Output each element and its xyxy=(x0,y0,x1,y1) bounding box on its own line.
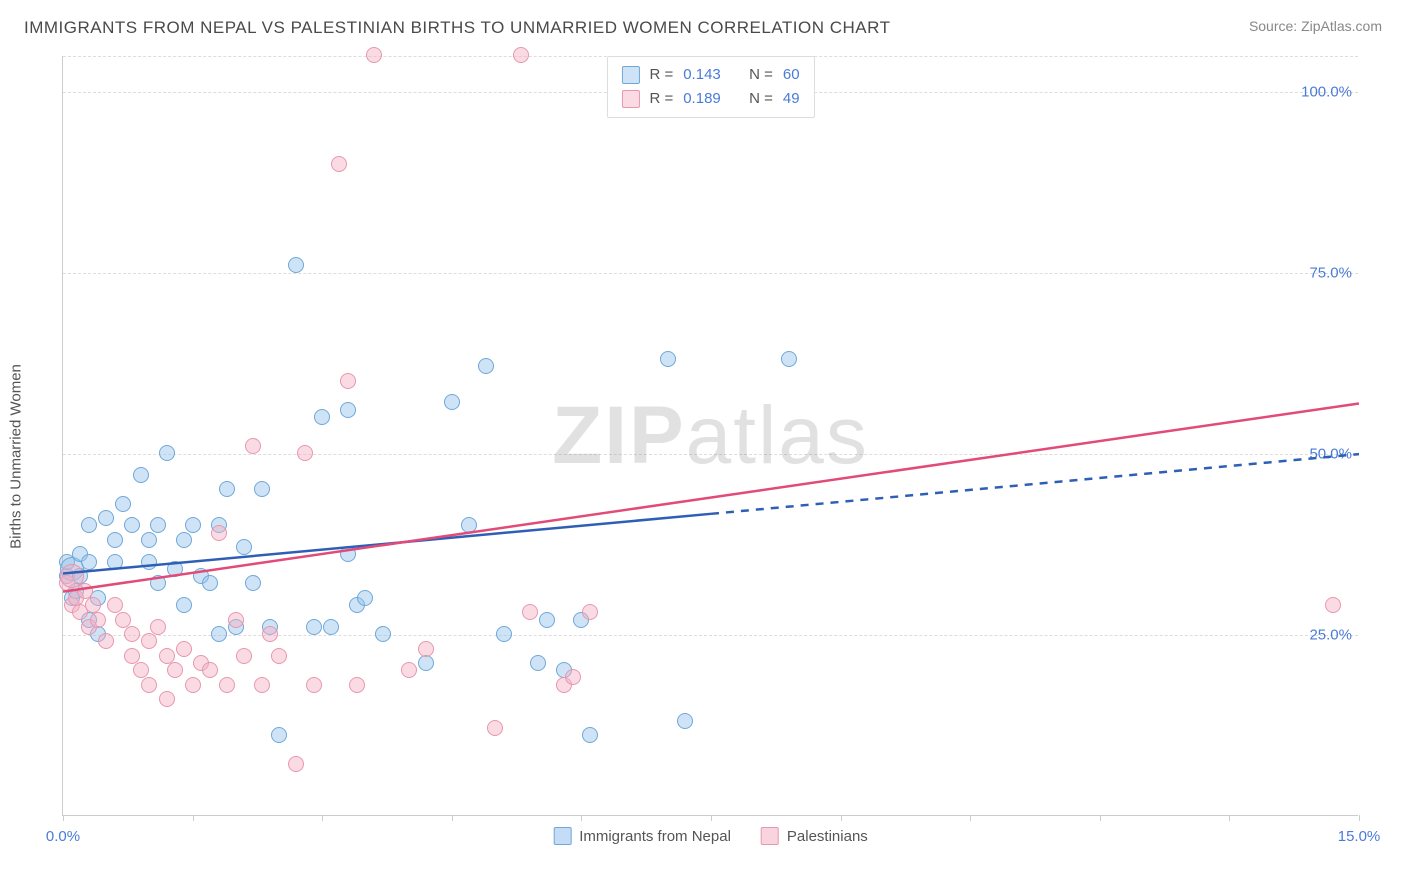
legend-item-palestinians: Palestinians xyxy=(761,827,868,845)
n-label: N = xyxy=(749,87,773,111)
legend-label-palestinians: Palestinians xyxy=(787,828,868,845)
chart-header: IMMIGRANTS FROM NEPAL VS PALESTINIAN BIR… xyxy=(0,0,1406,46)
plot-area: ZIPatlas R = 0.143 N = 60 R = 0.189 N = … xyxy=(62,56,1358,816)
r-value-nepal: 0.143 xyxy=(683,63,721,87)
x-tick xyxy=(1359,815,1360,821)
swatch-nepal-icon xyxy=(553,827,571,845)
trend-lines xyxy=(63,56,1359,816)
r-value-palestinians: 0.189 xyxy=(683,87,721,111)
legend-label-nepal: Immigrants from Nepal xyxy=(579,828,731,845)
legend-item-nepal: Immigrants from Nepal xyxy=(553,827,731,845)
series-legend: Immigrants from Nepal Palestinians xyxy=(553,827,868,845)
legend-row-palestinians: R = 0.189 N = 49 xyxy=(621,87,799,111)
r-label: R = xyxy=(649,87,673,111)
swatch-nepal xyxy=(621,66,639,84)
y-axis-label: Births to Unmarried Women xyxy=(8,364,25,549)
swatch-palestinians xyxy=(621,90,639,108)
n-value-palestinians: 49 xyxy=(783,87,800,111)
x-tick-label: 0.0% xyxy=(46,828,80,845)
n-value-nepal: 60 xyxy=(783,63,800,87)
chart-container: Births to Unmarried Women ZIPatlas R = 0… xyxy=(24,48,1382,848)
swatch-palestinians-icon xyxy=(761,827,779,845)
n-label: N = xyxy=(749,63,773,87)
correlation-legend: R = 0.143 N = 60 R = 0.189 N = 49 xyxy=(606,56,814,118)
chart-title: IMMIGRANTS FROM NEPAL VS PALESTINIAN BIR… xyxy=(24,18,890,38)
legend-row-nepal: R = 0.143 N = 60 xyxy=(621,63,799,87)
x-tick-label: 15.0% xyxy=(1338,828,1381,845)
source-attribution: Source: ZipAtlas.com xyxy=(1249,18,1382,34)
r-label: R = xyxy=(649,63,673,87)
trend-solid xyxy=(63,403,1359,591)
